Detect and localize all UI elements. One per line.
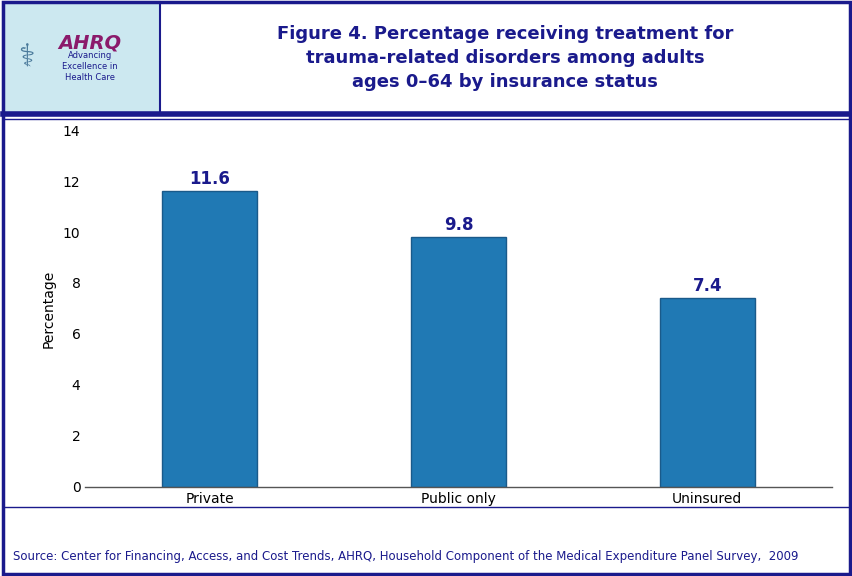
Text: Advancing
Excellence in
Health Care: Advancing Excellence in Health Care (62, 51, 118, 82)
Text: 9.8: 9.8 (443, 216, 473, 234)
Text: Source: Center for Financing, Access, and Cost Trends, AHRQ, Household Component: Source: Center for Financing, Access, an… (13, 551, 797, 563)
Text: ⚕: ⚕ (18, 43, 34, 73)
Text: AHRQ: AHRQ (58, 34, 122, 53)
Text: 11.6: 11.6 (189, 170, 230, 188)
Bar (162, 191, 256, 487)
Text: Figure 4. Percentage receiving treatment for
trauma-related disorders among adul: Figure 4. Percentage receiving treatment… (277, 25, 733, 91)
Bar (411, 237, 505, 487)
Text: 7.4: 7.4 (692, 277, 722, 295)
Bar (659, 298, 754, 487)
Y-axis label: Percentage: Percentage (42, 270, 55, 347)
